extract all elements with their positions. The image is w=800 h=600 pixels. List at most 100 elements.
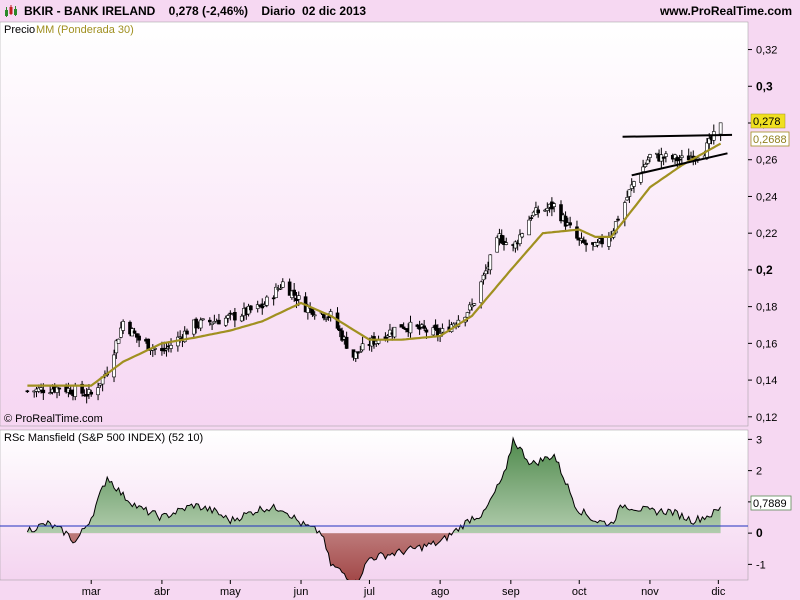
candle (513, 240, 518, 253)
x-tick-label: ago (431, 586, 449, 598)
candle (559, 200, 563, 224)
candle (470, 298, 474, 311)
x-tick-label: abr (154, 586, 170, 598)
candle (287, 278, 292, 296)
candle (132, 327, 137, 334)
candle (625, 190, 629, 201)
candle (627, 189, 632, 203)
copyright-text: © ProRealTime.com (4, 413, 103, 425)
candle (48, 385, 52, 395)
candle (57, 387, 62, 396)
candle (255, 300, 260, 313)
candle (645, 156, 650, 165)
x-tick-label: nov (641, 586, 659, 598)
candle (344, 331, 349, 349)
candle (96, 382, 100, 401)
candle (324, 317, 328, 322)
candle (322, 313, 326, 321)
x-tick-label: may (220, 586, 241, 598)
trendline-upper (622, 133, 733, 138)
candle (274, 283, 278, 299)
candle (121, 319, 125, 335)
candle (648, 153, 652, 163)
candle (483, 264, 488, 280)
candle (582, 236, 586, 244)
candle (210, 322, 214, 331)
candle (312, 311, 317, 320)
candle (353, 351, 358, 362)
x-tick-label: jul (363, 586, 375, 598)
price-tick-label: 0,24 (756, 191, 777, 203)
candle (401, 322, 406, 330)
candle (431, 325, 436, 338)
candle (392, 326, 397, 339)
svg-text:0,2688: 0,2688 (753, 134, 787, 146)
chart-title: BKIR - BANK IRELAND 0,278 (-2,46%) Diari… (24, 4, 367, 18)
candle (641, 159, 645, 172)
label-precio: Precio (4, 24, 35, 36)
trendline-lower (631, 152, 728, 177)
candle (89, 389, 94, 397)
candle (643, 162, 648, 168)
candle (595, 239, 600, 248)
svg-text:0,278: 0,278 (753, 116, 781, 128)
candle (271, 295, 276, 306)
candle (292, 282, 296, 302)
price-tick-label: 0,22 (756, 228, 777, 240)
site-url[interactable]: www.ProRealTime.com (659, 4, 792, 18)
x-tick-label: sep (502, 586, 520, 598)
candle (481, 272, 486, 285)
rsc-value-badge: 0,7889 (750, 495, 792, 511)
candle (472, 303, 477, 307)
candle (654, 152, 659, 159)
price-tick-label: 0,26 (756, 155, 777, 167)
candle (616, 215, 620, 222)
candlestick-logo-icon (5, 5, 17, 17)
price-tick-label: 0,18 (756, 302, 777, 314)
label-rsc: RSc Mansfield (S&P 500 INDEX) (52 10) (4, 432, 203, 444)
candle (337, 325, 342, 338)
candle (433, 319, 438, 332)
candle (194, 317, 198, 334)
candle (568, 216, 572, 229)
ma-value-badge: 0,2688 (750, 131, 790, 147)
candle (360, 336, 365, 352)
x-tick-label: dic (711, 586, 726, 598)
candle (223, 315, 228, 327)
candle (495, 235, 499, 253)
candle (661, 156, 666, 166)
candle (217, 313, 221, 325)
price-tick-label: 0,2 (756, 263, 773, 277)
candle (527, 215, 531, 236)
rsc-tick-label: -1 (756, 559, 766, 571)
candle (680, 149, 684, 164)
candle (249, 304, 253, 313)
x-tick-label: mar (82, 586, 101, 598)
candle (201, 318, 205, 321)
candle (128, 320, 132, 337)
rsc-negative-area (27, 533, 721, 580)
candle (518, 229, 522, 247)
candle (280, 278, 285, 289)
svg-text:0,7889: 0,7889 (753, 498, 787, 510)
price-tick-label: 0,32 (756, 45, 777, 57)
candle (718, 122, 723, 141)
rsc-tick-label: 3 (756, 434, 762, 446)
candle (278, 284, 283, 290)
candle (208, 317, 212, 326)
price-tick-label: 0,3 (756, 79, 773, 93)
candle (153, 347, 157, 356)
x-tick-label: jun (293, 586, 309, 598)
price-tick-label: 0,12 (756, 412, 777, 424)
candle (664, 150, 668, 163)
candle (399, 324, 404, 328)
candle (114, 339, 119, 359)
candle (673, 153, 677, 165)
candle (55, 386, 59, 399)
candle (226, 313, 230, 323)
candle (488, 254, 493, 275)
candle (84, 388, 89, 404)
candle (112, 349, 116, 383)
candle (119, 321, 123, 339)
